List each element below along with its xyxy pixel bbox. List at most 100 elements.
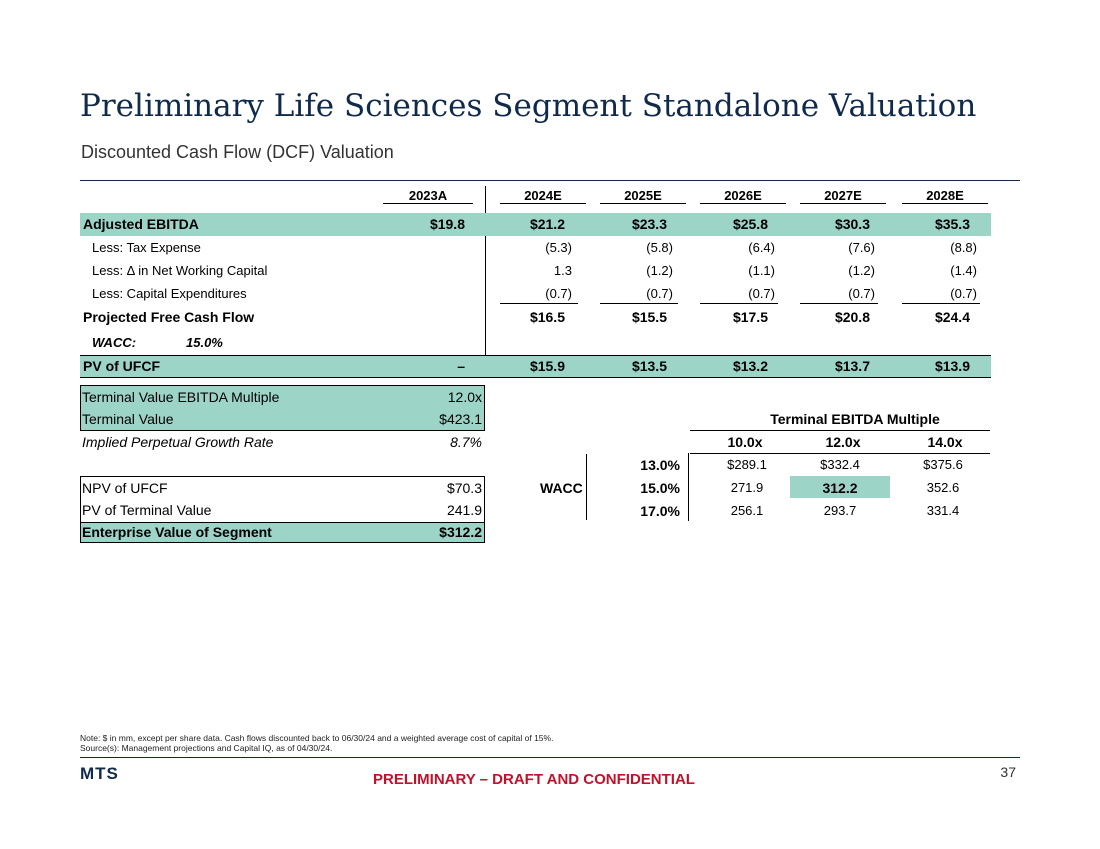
cell-value: $13.7 xyxy=(834,358,870,374)
year-header: 2025E xyxy=(600,188,686,204)
tv-multiple-value: 12.0x xyxy=(447,389,482,405)
npv-value: $70.3 xyxy=(446,480,482,496)
pvtv-value: 241.9 xyxy=(446,502,482,518)
tv-multiple-label: Terminal Value EBITDA Multiple xyxy=(82,389,280,405)
cell-value: $23.3 xyxy=(631,216,667,232)
tv-label: Terminal Value xyxy=(82,411,174,427)
cell-value: $21.2 xyxy=(529,216,565,232)
sens-cell: $289.1 xyxy=(727,457,767,472)
cell-value: $15.9 xyxy=(529,358,565,374)
sens-cell-base: 312.2 xyxy=(822,480,858,496)
sens-cell: 271.9 xyxy=(730,480,764,495)
cell-value: $20.8 xyxy=(834,309,870,325)
subtotal-rule xyxy=(600,303,678,304)
summary-box xyxy=(80,476,485,543)
terminal-value-box xyxy=(80,385,485,431)
cell-value: $19.8 xyxy=(429,216,465,232)
row-label-ebitda: Adjusted EBITDA xyxy=(83,216,199,232)
ebitda-row-highlight xyxy=(80,213,991,236)
ev-row-highlight xyxy=(81,522,484,542)
page-subtitle: Discounted Cash Flow (DCF) Valuation xyxy=(81,142,394,162)
cell-value: $25.8 xyxy=(732,216,768,232)
year-header: 2027E xyxy=(800,188,886,204)
row-label-tax: Less: Tax Expense xyxy=(92,240,201,255)
cell-value: (8.8) xyxy=(950,240,977,255)
cell-value: (0.7) xyxy=(950,286,977,301)
tv-value: $423.1 xyxy=(439,411,482,427)
sens-cell: $375.6 xyxy=(923,457,963,472)
cell-value: 1.3 xyxy=(553,263,572,278)
wacc-axis-divider xyxy=(586,454,587,520)
sens-cell: 256.1 xyxy=(730,503,764,518)
row-label-capex: Less: Capital Expenditures xyxy=(92,286,247,301)
row-label-nwc: Less: Δ in Net Working Capital xyxy=(92,263,268,278)
cell-value: $30.3 xyxy=(834,216,870,232)
ev-value: $312.2 xyxy=(439,524,482,540)
subtotal-rule xyxy=(700,303,778,304)
year-header: 2023A xyxy=(383,188,473,204)
cell-value: (0.7) xyxy=(646,286,673,301)
page-title: Preliminary Life Sciences Segment Standa… xyxy=(80,88,977,124)
year-header: 2028E xyxy=(902,188,988,204)
cell-value: (1.2) xyxy=(848,263,875,278)
sens-row-wacc: 13.0% xyxy=(640,457,680,473)
footer-divider xyxy=(80,757,1020,758)
growth-value: 8.7% xyxy=(450,434,482,450)
footnote-note: Note: $ in mm, except per share data. Ca… xyxy=(80,733,554,743)
cell-value: $13.9 xyxy=(934,358,970,374)
sens-row-wacc: 17.0% xyxy=(640,503,680,519)
sens-row-axis-label: WACC xyxy=(540,480,583,496)
footnote-source: Source(s): Management projections and Ca… xyxy=(80,743,333,753)
pvtv-label: PV of Terminal Value xyxy=(82,502,212,518)
confidential-banner: PRELIMINARY – DRAFT AND CONFIDENTIAL xyxy=(373,771,695,788)
wacc-label: WACC: xyxy=(92,335,137,350)
sens-cell: 293.7 xyxy=(823,503,857,518)
cell-value: (6.4) xyxy=(748,240,775,255)
sens-cell: $332.4 xyxy=(820,457,860,472)
sens-cell: 331.4 xyxy=(926,503,960,518)
cell-value: $17.5 xyxy=(732,309,768,325)
sens-col-header: 14.0x xyxy=(927,434,963,450)
cell-value: – xyxy=(457,358,465,374)
sens-col-header: 12.0x xyxy=(825,434,861,450)
company-logo: MTS xyxy=(80,764,119,783)
cell-value: $13.5 xyxy=(631,358,667,374)
cell-value: $16.5 xyxy=(529,309,565,325)
cell-value: (0.7) xyxy=(748,286,775,301)
year-header: 2026E xyxy=(700,188,786,204)
row-label-fcf: Projected Free Cash Flow xyxy=(83,309,255,325)
sensitivity-title-rule xyxy=(690,430,990,431)
row-label-pv: PV of UFCF xyxy=(83,358,160,374)
ev-label: Enterprise Value of Segment xyxy=(82,524,272,540)
cell-value: (0.7) xyxy=(545,286,572,301)
growth-label: Implied Perpetual Growth Rate xyxy=(82,434,274,450)
cell-value: (7.6) xyxy=(848,240,875,255)
historical-divider xyxy=(485,186,486,378)
title-divider xyxy=(80,180,1020,181)
sensitivity-row-divider xyxy=(688,453,689,521)
page-number: 37 xyxy=(1000,764,1016,780)
sens-col-header: 10.0x xyxy=(727,434,763,450)
sens-base-case-highlight xyxy=(790,476,890,498)
pv-row-highlight xyxy=(80,355,991,378)
year-header: 2024E xyxy=(500,188,586,204)
cell-value: (1.1) xyxy=(748,263,775,278)
sens-row-wacc: 15.0% xyxy=(640,480,680,496)
cell-value: (1.4) xyxy=(950,263,977,278)
subtotal-rule xyxy=(800,303,878,304)
sensitivity-title: Terminal EBITDA Multiple xyxy=(770,411,940,427)
cell-value: $15.5 xyxy=(631,309,667,325)
cell-value: $24.4 xyxy=(934,309,970,325)
wacc-value: 15.0% xyxy=(186,335,223,350)
subtotal-rule xyxy=(500,303,578,304)
cell-value: $13.2 xyxy=(732,358,768,374)
cell-value: (1.2) xyxy=(646,263,673,278)
cell-value: $35.3 xyxy=(934,216,970,232)
cell-value: (5.3) xyxy=(545,240,572,255)
cell-value: (0.7) xyxy=(848,286,875,301)
sens-cell: 352.6 xyxy=(926,480,960,495)
subtotal-rule xyxy=(902,303,980,304)
npv-label: NPV of UFCF xyxy=(82,480,168,496)
sensitivity-header-rule xyxy=(690,453,990,454)
cell-value: (5.8) xyxy=(646,240,673,255)
